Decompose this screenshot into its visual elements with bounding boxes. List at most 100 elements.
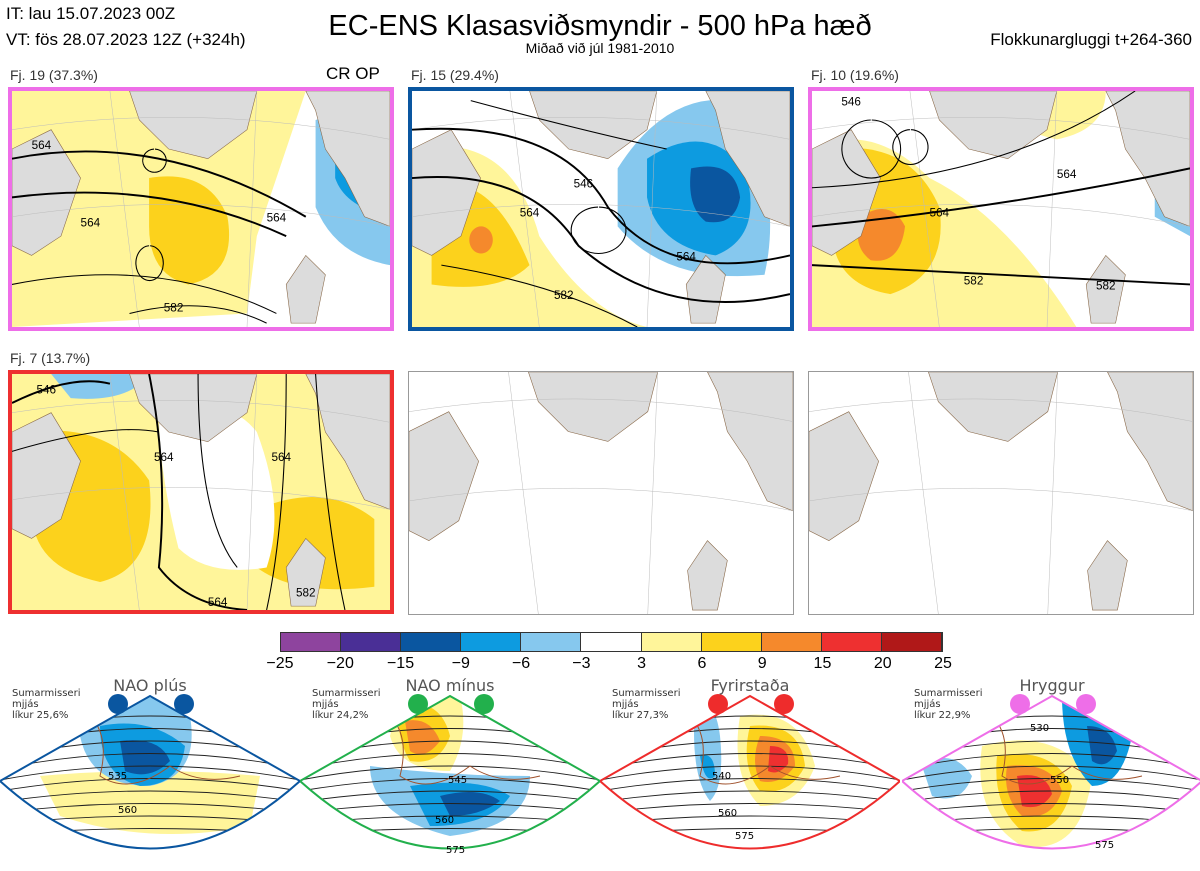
regime-blocking: 540 560 575 Fyrirstaða Sumarmisseri mjjás lík… <box>600 676 900 871</box>
contour-label: 582 <box>1096 279 1116 292</box>
regime-months: mjjás <box>914 699 941 710</box>
contour-line <box>315 374 346 610</box>
colorbar-tick-label: −15 <box>386 655 415 672</box>
regime-info: Sumarmisseri mjjás líkur 25,6% <box>12 688 80 721</box>
colorbar-swatch <box>581 633 642 651</box>
colorbar-tick-label: −9 <box>451 655 470 672</box>
contour-label: 582 <box>296 587 316 600</box>
contour-label: 540 <box>712 771 731 782</box>
contour-line <box>441 264 638 327</box>
contour-label: 575 <box>1095 840 1114 851</box>
contour-line <box>892 129 929 166</box>
regime-marker-icon <box>774 694 794 714</box>
regime-info: Sumarmisseri mjjás líkur 22,9% <box>914 688 982 721</box>
valid-time: VT: fös 28.07.2023 12Z (+324h) <box>6 30 246 49</box>
regime-fan-outline <box>902 694 1200 850</box>
empty-map-panel <box>408 371 794 615</box>
regime-fan-outline <box>300 694 600 850</box>
contour-line <box>300 765 600 781</box>
panel-label: Fj. 19 (37.3%) <box>10 67 98 83</box>
contour-label: 564 <box>930 207 950 220</box>
colorbar-swatch <box>701 633 762 651</box>
contour-label: 564 <box>32 139 52 152</box>
colorbar-swatch <box>881 633 943 651</box>
control-op-tag: CR OP <box>326 64 380 83</box>
contour-line <box>266 374 287 610</box>
regime-marker-icon <box>174 694 194 714</box>
anomaly-area <box>694 704 722 801</box>
contour-line <box>902 765 1200 781</box>
colorbar-tick-label: −20 <box>326 655 354 672</box>
colorbar-swatch <box>461 633 522 651</box>
regime-season: Sumarmisseri <box>12 688 81 699</box>
contour-label: 575 <box>446 845 465 856</box>
colorbar-swatch <box>821 633 882 651</box>
contour-line <box>470 100 667 150</box>
regime-nao-minus: 545 560 575 NAO mínus Sumarmisseri mjjás líku… <box>300 676 600 871</box>
anomaly-area <box>690 166 741 223</box>
contour-line <box>0 803 300 814</box>
contour-line <box>600 790 900 803</box>
regime-probability: líkur 22,9% <box>914 710 971 721</box>
contour-line <box>12 191 287 237</box>
anomaly-area <box>40 771 260 834</box>
panel-label: Fj. 7 (13.7%) <box>10 350 91 366</box>
contour-line <box>12 274 277 314</box>
regime-name: Fyrirstaða <box>710 676 790 695</box>
contour-line <box>300 790 600 803</box>
contour-line <box>148 374 248 610</box>
contour-line <box>600 815 900 825</box>
regime-marker-icon <box>708 694 728 714</box>
empty-map-panel <box>808 371 1194 615</box>
contour-line <box>12 380 111 404</box>
contour-line <box>570 206 627 255</box>
colorbar-tick-label: 20 <box>873 655 892 672</box>
contour-line <box>0 790 300 803</box>
regime-name: NAO plús <box>113 676 187 695</box>
colorbar-swatch <box>641 633 702 651</box>
colorbar-swatch <box>401 633 462 651</box>
contour-line <box>902 803 1200 814</box>
regime-months: mjjás <box>12 699 39 710</box>
contour-label: 575 <box>735 831 754 842</box>
contour-line <box>812 264 1190 286</box>
contour-line <box>135 245 164 282</box>
regime-nao-plus: 535 560 NAO plús Sumarmisseri mjjás líkur 25… <box>0 676 300 871</box>
contour-label: 564 <box>520 207 540 220</box>
regime-season: Sumarmisseri <box>612 688 681 699</box>
contour-label: 535 <box>108 771 127 782</box>
contour-line <box>129 305 267 324</box>
cluster-map-panel: 546 564 564 582 582 <box>808 87 1194 331</box>
contour-label: 582 <box>164 302 184 315</box>
regime-marker-icon <box>108 694 128 714</box>
contour-line <box>412 127 790 265</box>
regime-probability: líkur 27,3% <box>612 710 669 721</box>
cluster-map-panel: 564 564 564 582 <box>8 87 394 331</box>
panel-label: Fj. 10 (19.6%) <box>811 67 899 83</box>
contour-label: 546 <box>36 383 56 396</box>
regime-marker-icon <box>474 694 494 714</box>
colorbar-tick-label: 25 <box>934 655 952 672</box>
contour-line <box>0 753 300 770</box>
anomaly-area <box>256 496 375 590</box>
contour-label: 546 <box>574 178 594 191</box>
contour-label: 545 <box>448 775 467 786</box>
contour-label: 560 <box>435 815 454 826</box>
regime-season: Sumarmisseri <box>312 688 381 699</box>
contour-label: 564 <box>208 596 228 609</box>
initial-time: IT: lau 15.07.2023 00Z <box>6 4 176 23</box>
colorbar-tick-label: 3 <box>637 655 647 672</box>
classification-window: Flokkunargluggi t+264-360 <box>990 30 1192 49</box>
contour-label: 530 <box>1030 723 1049 734</box>
panel-label: Fj. 15 (29.4%) <box>411 67 499 83</box>
regime-info: Sumarmisseri mjjás líkur 24,2% <box>312 688 380 721</box>
regime-fan-outline <box>600 694 900 850</box>
regime-marker-icon <box>408 694 428 714</box>
contour-line <box>600 753 900 770</box>
contour-line <box>902 790 1200 803</box>
anomaly-area <box>469 226 493 254</box>
regime-fan-outline <box>0 694 300 850</box>
regime-name: Hryggur <box>1019 676 1085 695</box>
page-title: EC-ENS Klasasviðsmyndir - 500 hPa hæð <box>328 10 872 42</box>
contour-line <box>600 803 900 814</box>
